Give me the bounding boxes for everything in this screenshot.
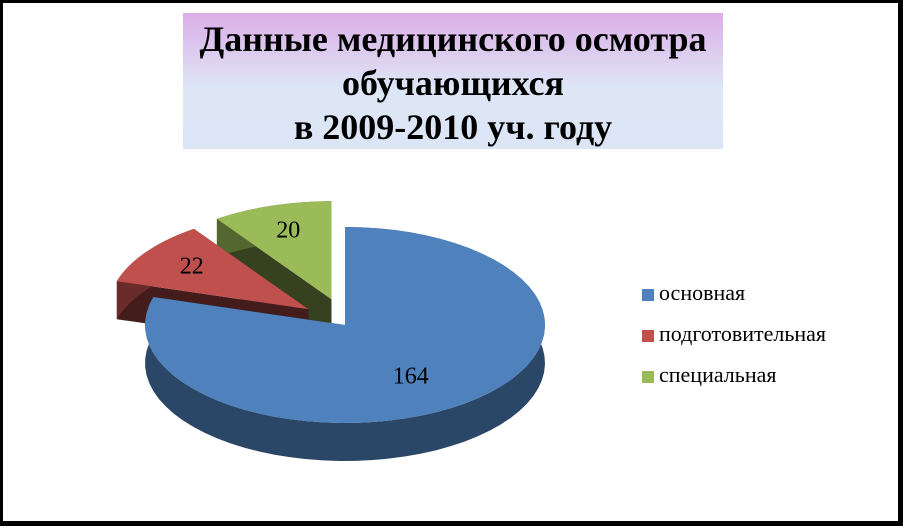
legend-swatch (642, 289, 654, 301)
legend-label: основная (659, 280, 745, 305)
slice (145, 227, 545, 423)
title-line: в 2009-2010 уч. году (293, 107, 613, 147)
chart-title: Данные медицинского осмотра обучающихся в … (183, 13, 723, 149)
chart: 20 22 164 основная подготовительная специальн… (116, 201, 826, 461)
slice-group (145, 227, 545, 461)
legend-swatch (642, 371, 654, 383)
legend-swatch (642, 330, 654, 342)
title-line: Данные медицинского осмотра (199, 19, 707, 59)
slice (116, 228, 309, 310)
data-label: 20 (276, 217, 300, 243)
legend-label: специальная (659, 362, 776, 387)
chart-frame: Данные медицинского осмотра обучающихся в … (3, 3, 898, 521)
slice (216, 201, 332, 300)
data-label: 164 (393, 364, 429, 390)
legend-label: подготовительная (659, 321, 826, 346)
data-label: 22 (180, 253, 204, 279)
title-line: обучающихся (342, 63, 564, 103)
